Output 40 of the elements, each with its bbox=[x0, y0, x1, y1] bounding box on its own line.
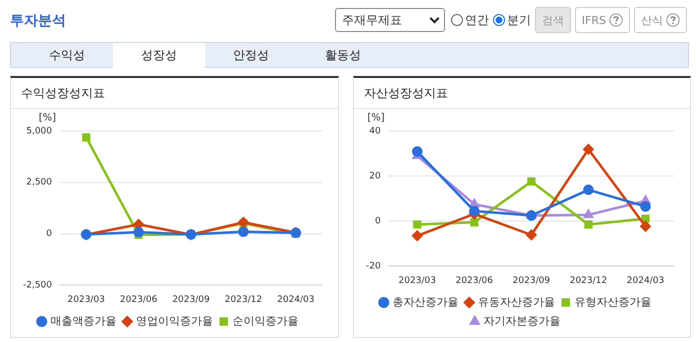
text: 안정성 bbox=[232, 47, 270, 64]
text: 연간 bbox=[464, 12, 489, 28]
text: 활동성 bbox=[324, 47, 362, 64]
y-tick-label: -20 bbox=[366, 262, 381, 272]
text: 검색 bbox=[534, 7, 571, 33]
text: 투자분석 bbox=[10, 12, 66, 30]
legend-label: 유동자산증가율 bbox=[478, 295, 555, 308]
y-tick-label: -2,500 bbox=[22, 280, 52, 291]
x-tick-label: 2023/06 bbox=[456, 276, 494, 286]
x-tick-label: 2023/12 bbox=[570, 276, 608, 286]
text: 주재무제표 bbox=[334, 8, 445, 32]
y-axis-title: [%] bbox=[367, 112, 385, 124]
chart-title: 자산성장성지표 bbox=[354, 78, 690, 109]
legend-label: 순이익증가율 bbox=[232, 314, 298, 328]
x-tick-label: 2023/12 bbox=[224, 294, 262, 305]
text: 성장성 bbox=[113, 43, 205, 68]
x-tick-label: 2023/03 bbox=[68, 294, 105, 305]
text: 수익성 bbox=[48, 47, 86, 64]
x-tick-label: 2023/03 bbox=[398, 276, 436, 286]
text: 산식 bbox=[634, 7, 687, 33]
y-tick-label: 0 bbox=[46, 229, 52, 240]
legend-label: 영업이익증가율 bbox=[136, 314, 213, 328]
x-tick-label: 2023/06 bbox=[120, 294, 158, 305]
x-tick-label: 2023/09 bbox=[512, 276, 550, 286]
x-tick-label: 2023/09 bbox=[172, 294, 210, 305]
x-tick-label: 2024/03 bbox=[626, 276, 664, 286]
legend-label: 자기자본증가율 bbox=[483, 314, 560, 328]
y-tick-label: 20 bbox=[369, 171, 381, 182]
x-tick-label: 2024/03 bbox=[277, 294, 314, 305]
y-tick-label: 40 bbox=[369, 126, 381, 136]
legend-label: 유형자산증가율 bbox=[574, 295, 652, 308]
y-tick-label: 5,000 bbox=[26, 126, 52, 136]
y-axis-title: [%] bbox=[38, 112, 56, 124]
y-tick-label: 2,500 bbox=[26, 178, 52, 188]
text: IFRS bbox=[574, 7, 630, 33]
legend-label: 총자산증가율 bbox=[392, 295, 458, 308]
legend-label: 매출액증가율 bbox=[50, 314, 116, 328]
chart-title: 수익성장성지표 bbox=[11, 78, 338, 109]
y-tick-label: 0 bbox=[374, 216, 381, 226]
text: 분기 bbox=[506, 12, 531, 28]
